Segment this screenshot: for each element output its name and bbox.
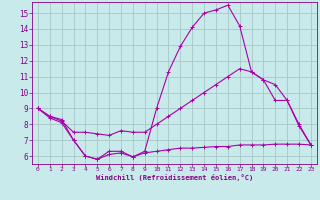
- X-axis label: Windchill (Refroidissement éolien,°C): Windchill (Refroidissement éolien,°C): [96, 174, 253, 181]
